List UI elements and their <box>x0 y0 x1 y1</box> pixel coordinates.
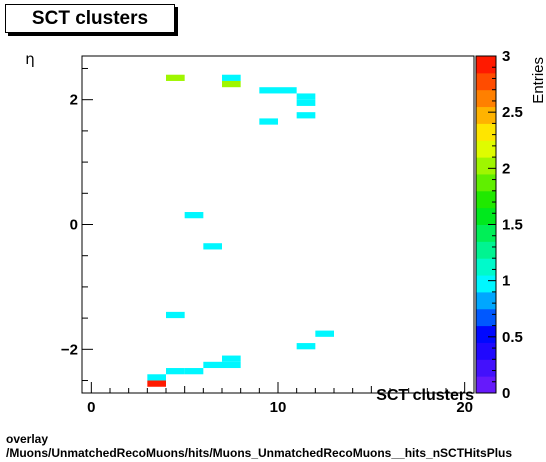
heatmap-cell-1 <box>222 74 241 81</box>
heatmap-cell-5 <box>296 93 316 100</box>
palette-swatch <box>476 72 496 91</box>
color-palette: 0 0.5 1 1.5 2 2.5 3 <box>475 48 523 402</box>
palette-swatch <box>476 173 496 192</box>
palette-swatch <box>476 140 496 158</box>
x-axis: 0 10 20 <box>87 382 473 416</box>
z-axis-label: Entries <box>530 57 546 104</box>
heatmap-cell-20 <box>147 380 166 387</box>
palette-tick-label: 2 <box>502 160 510 177</box>
heatmap-cell-14 <box>222 355 241 362</box>
y-axis-label: η <box>25 50 35 68</box>
heatmap-cell-17 <box>166 368 185 375</box>
heatmap-cell-8 <box>259 118 278 125</box>
y-tick-label: −2 <box>61 341 78 358</box>
x-tick-label: 10 <box>270 399 287 416</box>
heatmap-cell-7 <box>296 112 316 119</box>
palette-tick-label: 0 <box>502 385 510 402</box>
heatmap-cells <box>147 74 334 387</box>
heatmap-cell-11 <box>166 311 185 319</box>
heatmap-cell-3 <box>259 87 278 94</box>
y-tick-label: 2 <box>70 92 78 109</box>
palette-swatch <box>476 308 496 327</box>
heatmap-cell-10 <box>203 243 222 250</box>
x-tick-label: 0 <box>87 399 95 416</box>
heatmap-cell-15 <box>203 361 222 369</box>
palette-swatch <box>476 224 496 242</box>
palette-tick-label: 2.5 <box>502 104 523 121</box>
footer-histogram-path: /Muons/UnmatchedRecoMuons/hits/Muons_Unm… <box>6 446 513 460</box>
x-tick-label: 20 <box>456 399 473 416</box>
palette-swatch <box>476 157 496 175</box>
palette-swatch <box>476 325 496 343</box>
heatmap-cell-16 <box>222 361 241 369</box>
y-tick-label: 0 <box>70 217 78 234</box>
palette-tick-label: 3 <box>502 48 510 65</box>
heatmap-cell-4 <box>278 87 297 94</box>
palette-tick-label: 0.5 <box>502 329 523 346</box>
heatmap-cell-6 <box>296 99 316 106</box>
heatmap-cell-13 <box>296 343 316 350</box>
plot-frame <box>81 55 475 394</box>
heatmap-cell-0 <box>166 74 185 81</box>
palette-swatch <box>476 342 496 360</box>
y-axis: −2 0 2 <box>61 67 93 382</box>
heatmap-cell-9 <box>184 212 204 219</box>
footer-overlay-label: overlay <box>6 432 49 446</box>
palette-swatch <box>476 359 496 377</box>
heatmap-cell-12 <box>315 330 334 337</box>
palette-swatch <box>476 56 496 74</box>
heatmap-cell-18 <box>184 368 204 375</box>
palette-swatch <box>476 207 496 225</box>
palette-swatch <box>476 275 496 293</box>
palette-swatch <box>476 241 496 259</box>
x-axis-label: SCT clusters <box>376 387 474 404</box>
heatmap-cell-2 <box>222 80 241 88</box>
palette-tick-label: 1.5 <box>502 217 523 234</box>
palette-tick-label: 1 <box>502 273 510 290</box>
palette-swatch <box>476 291 496 310</box>
palette-swatch <box>476 123 496 141</box>
palette-swatch <box>476 89 496 108</box>
chart-title: SCT clusters <box>5 4 175 33</box>
palette-swatch <box>476 190 496 209</box>
palette-swatch <box>476 258 496 276</box>
heatmap-cell-19 <box>147 374 166 381</box>
palette-swatch <box>476 376 496 394</box>
palette-swatch <box>476 106 496 124</box>
